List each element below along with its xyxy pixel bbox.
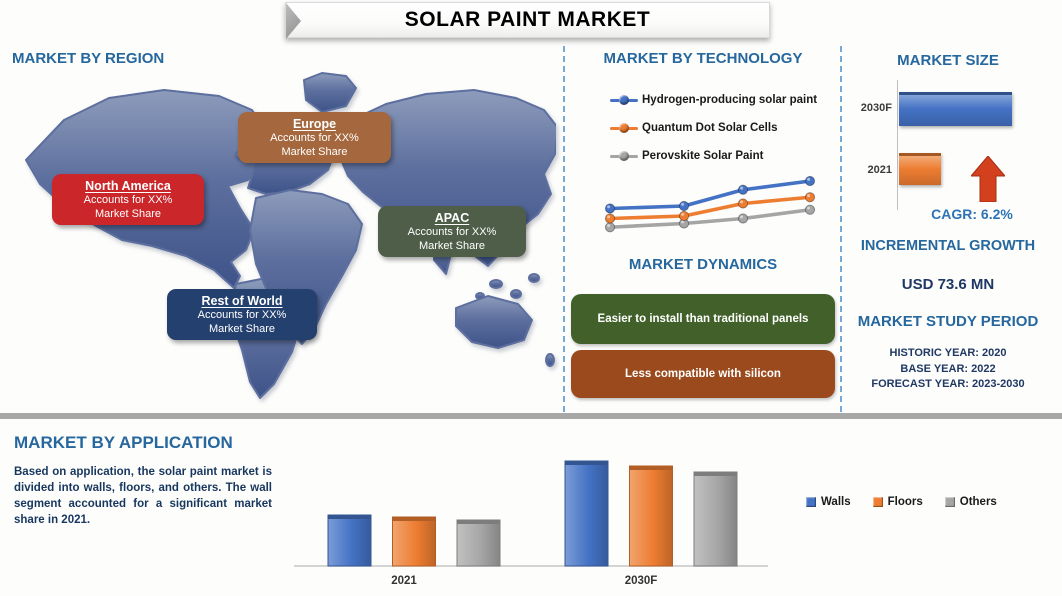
callout-rest-of-world-title: Rest of World	[201, 294, 283, 308]
legend-label: Quantum Dot Solar Cells	[642, 122, 778, 134]
callout-north-america-title: North America	[85, 179, 171, 193]
divider-right-dashed	[840, 46, 842, 412]
dynamics-restraint-box: Less compatible with silicon	[571, 350, 835, 398]
incremental-growth-heading: INCREMENTAL GROWTH	[860, 238, 1036, 254]
callout-north-america-line1: Accounts for XX%	[83, 194, 173, 206]
base-year: BASE YEAR: 2022	[900, 362, 996, 375]
callout-rest-of-world-line1: Accounts for XX%	[197, 309, 287, 321]
callout-apac-line2: Market Share	[418, 240, 486, 252]
region-section-heading: MARKET BY REGION	[12, 50, 165, 67]
forecast-year: FORECAST YEAR: 2023-2030	[871, 378, 1025, 390]
technology-line-chart	[604, 175, 816, 233]
growth-arrow-icon	[971, 156, 1005, 202]
floors-swatch-icon	[872, 497, 883, 507]
study-period-heading: MARKET STUDY PERIOD	[857, 313, 1039, 330]
application-section-heading: MARKET BY APPLICATION	[14, 433, 233, 452]
callout-north-america: North America Accounts for XX% Market Sh…	[52, 174, 204, 225]
dynamics-driver-box: Easier to install than traditional panel…	[571, 294, 835, 344]
line-marker-icon	[610, 151, 638, 161]
line-marker-icon	[610, 123, 638, 133]
callout-rest-of-world-line2: Market Share	[208, 323, 276, 335]
callout-rest-of-world: Rest of World Accounts for XX% Market Sh…	[167, 289, 317, 340]
callout-europe-line2: Market Share	[281, 146, 348, 158]
legend-item-quantum-dot: Quantum Dot Solar Cells	[610, 114, 817, 142]
bar-label-2030f: 2030F	[860, 102, 892, 114]
bar-2030f	[899, 92, 1012, 126]
incremental-growth-value: USD 73.6 MN	[901, 276, 995, 293]
section-separator	[0, 413, 1062, 419]
application-description: Based on application, the solar paint ma…	[14, 466, 272, 526]
banner-fold-decoration	[286, 3, 301, 39]
technology-legend: Hydrogen-producing solar paint Quantum D…	[610, 86, 817, 170]
legend-label: Floors	[887, 496, 923, 508]
bar-2021	[899, 153, 941, 185]
walls-swatch-icon	[806, 497, 816, 507]
legend-item-perovskite: Perovskite Solar Paint	[610, 142, 817, 170]
others-swatch-icon	[944, 497, 955, 507]
market-size-heading: MARKET SIZE	[897, 52, 999, 69]
cagr-value: CAGR: 6.2%	[931, 206, 1013, 222]
legend-label: Hydrogen-producing solar paint	[642, 94, 818, 106]
legend-label: Perovskite Solar Paint	[642, 150, 764, 162]
callout-europe: Europe Accounts for XX% Market Share	[238, 112, 391, 163]
svg-text:2021: 2021	[391, 575, 417, 587]
market-size-bar-chart: 2030F 2021	[848, 80, 1048, 212]
application-bar-chart: 2021 2030F	[294, 460, 768, 587]
svg-text:2030F: 2030F	[625, 575, 658, 587]
study-period-lines: HISTORIC YEAR: 2020 BASE YEAR: 2022 FORE…	[848, 346, 1048, 393]
chart-axis	[897, 80, 898, 210]
dynamics-section-heading: MARKET DYNAMICS	[628, 256, 778, 273]
legend-label: Walls	[821, 496, 851, 508]
callout-apac-title: APAC	[434, 211, 470, 225]
callout-north-america-line2: Market Share	[94, 208, 162, 220]
callout-europe-line1: Accounts for XX%	[270, 132, 359, 144]
line-marker-icon	[610, 95, 638, 105]
dynamics-restraint-text: Less compatible with silicon	[625, 368, 781, 380]
page-title-banner: SOLAR PAINT MARKET	[285, 2, 770, 39]
legend-item-hydrogen: Hydrogen-producing solar paint	[610, 86, 817, 114]
callout-europe-title: Europe	[292, 117, 337, 131]
legend-item-others: Others	[944, 496, 997, 508]
divider-left-dashed	[563, 46, 565, 412]
technology-section-heading: MARKET BY TECHNOLOGY	[603, 50, 803, 67]
legend-item-floors: Floors	[872, 496, 923, 508]
bar-label-2021: 2021	[867, 164, 892, 176]
application-legend: Walls Floors Others	[806, 496, 997, 508]
page-title: SOLAR PAINT MARKET	[404, 8, 651, 31]
dynamics-driver-text: Easier to install than traditional panel…	[597, 313, 809, 325]
historic-year: HISTORIC YEAR: 2020	[889, 347, 1007, 359]
callout-apac-line1: Accounts for XX%	[407, 226, 497, 238]
legend-label: Others	[959, 496, 997, 508]
callout-apac: APAC Accounts for XX% Market Share	[378, 206, 526, 257]
legend-item-walls: Walls	[806, 496, 851, 508]
